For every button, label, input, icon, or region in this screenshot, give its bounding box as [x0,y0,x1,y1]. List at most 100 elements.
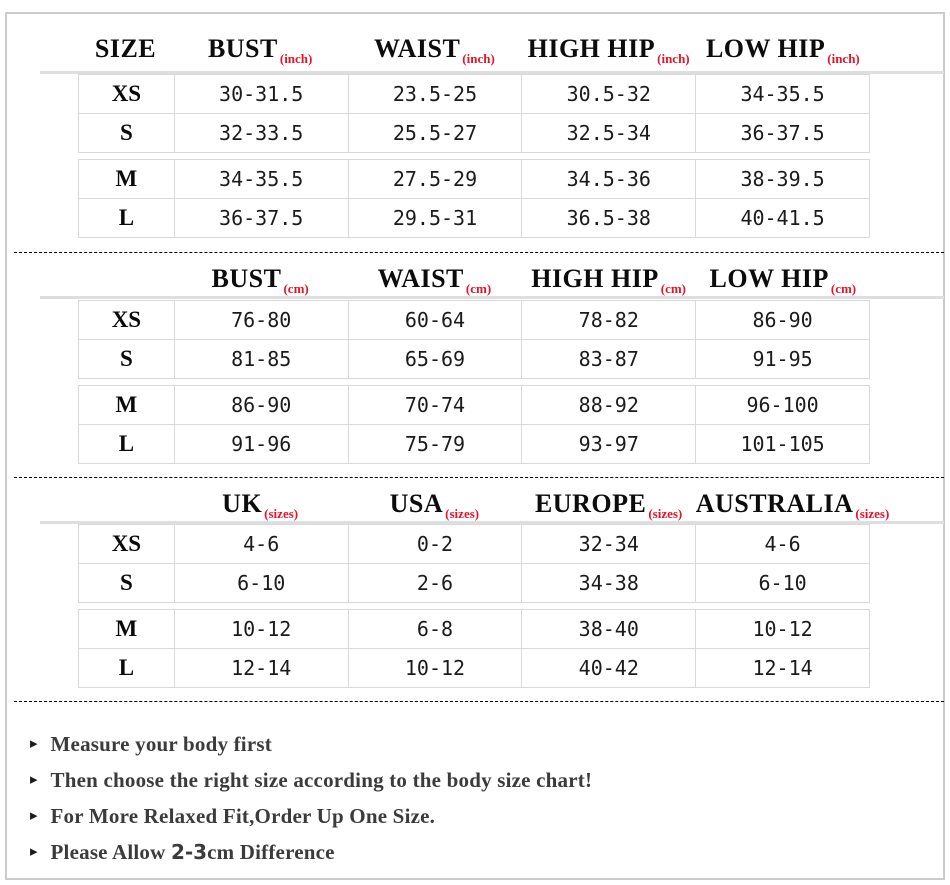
row-group-xs-s: XS 76-80 60-64 78-82 86-90 S 81-85 65-69… [78,300,870,379]
value-cell: 86-90 [173,386,348,424]
row-group-m-l: M 86-90 70-74 88-92 96-100 L 91-96 75-79… [78,385,870,464]
value-cell: 29.5-31 [347,199,522,237]
header-bust-cm: BUST (cm) [211,264,309,296]
note-allow-difference: ▸ Please Allow 2-3 cm Difference [30,839,335,865]
unit-label-cm: (cm) [465,281,492,296]
header-australia: AUSTRALIA (sizes) [695,489,890,521]
header-low-hip-inch: LOW HIP (inch) [705,34,860,66]
table-row-l: L 91-96 75-79 93-97 101-105 [79,424,869,463]
value-cell: 25.5-27 [347,114,522,152]
value-cell: 4-6 [695,525,869,563]
value-cell: 83-87 [521,340,695,378]
triangle-bullet-icon: ▸ [30,735,38,752]
size-cell: M [115,166,138,191]
value-cell: 4-6 [173,525,348,563]
value-cell: 34-35.5 [173,160,348,198]
value-cell: 6-8 [347,610,522,648]
size-cell: L [118,655,135,680]
table-row-xs: XS 76-80 60-64 78-82 86-90 [79,301,869,339]
table-row-xs: XS 30-31.5 23.5-25 30.5-32 34-35.5 [79,75,869,113]
header-underline [40,296,944,299]
value-cell: 10-12 [347,649,522,687]
size-cell: S [120,120,133,145]
section-divider-dashed [14,252,944,253]
unit-label-sizes: (sizes) [264,506,299,521]
header-uk: UK (sizes) [222,489,299,521]
table-row-s: S 81-85 65-69 83-87 91-95 [79,339,869,378]
unit-label-cm: (cm) [830,281,857,296]
value-cell: 34.5-36 [521,160,695,198]
header-europe: EUROPE (sizes) [534,489,683,521]
row-group-m-l: M 10-12 6-8 38-40 10-12 L 12-14 10-12 40… [78,609,870,688]
table-cm-body: XS 76-80 60-64 78-82 86-90 S 81-85 65-69… [78,300,870,464]
value-cell: 40-41.5 [695,199,869,237]
unit-label-inch: (inch) [657,51,690,66]
value-cell: 12-14 [173,649,348,687]
table-row-m: M 86-90 70-74 88-92 96-100 [79,386,869,424]
row-group-xs-s: XS 4-6 0-2 32-34 4-6 S 6-10 2-6 34-38 6-… [78,524,870,603]
value-cell: 30.5-32 [521,75,695,113]
unit-label-cm: (cm) [660,281,686,296]
header-high-hip-cm: HIGH HIP (cm) [531,264,686,296]
value-cell: 76-80 [173,301,348,339]
header-waist-cm: WAIST (cm) [377,264,492,296]
table-row-m: M 10-12 6-8 38-40 10-12 [79,610,869,648]
section-divider-dashed [14,477,944,478]
size-cell: M [115,616,138,641]
size-cell: S [120,346,133,371]
header-size-label: SIZE [94,34,157,63]
unit-label-inch: (inch) [827,51,860,66]
size-cell: XS [111,531,142,556]
table-row-xs: XS 4-6 0-2 32-34 4-6 [79,525,869,563]
value-cell: 36.5-38 [521,199,695,237]
table-row-s: S 32-33.5 25.5-27 32.5-34 36-37.5 [79,113,869,152]
value-cell: 10-12 [695,610,869,648]
value-cell: 78-82 [521,301,695,339]
table-intl-body: XS 4-6 0-2 32-34 4-6 S 6-10 2-6 34-38 6-… [78,524,870,688]
value-cell: 91-96 [173,425,348,463]
value-cell: 23.5-25 [347,75,522,113]
value-cell: 36-37.5 [173,199,348,237]
size-cell: L [118,205,135,230]
value-cell: 65-69 [347,340,522,378]
value-cell: 2-6 [347,564,522,602]
value-cell: 81-85 [173,340,348,378]
header-low-hip-cm: LOW HIP (cm) [709,264,857,296]
value-cell: 88-92 [521,386,695,424]
value-cell: 40-42 [521,649,695,687]
value-cell: 6-10 [695,564,869,602]
value-cell: 0-2 [347,525,522,563]
note-measure-first: ▸ Measure your body first [30,731,272,756]
value-cell: 34-35.5 [695,75,869,113]
row-group-m-l: M 34-35.5 27.5-29 34.5-36 38-39.5 L 36-3… [78,159,870,238]
table-inch-body: XS 30-31.5 23.5-25 30.5-32 34-35.5 S 32-… [78,74,870,238]
unit-label-sizes: (sizes) [855,506,890,521]
value-cell: 60-64 [347,301,522,339]
size-cell: S [120,570,133,595]
unit-label-sizes: (sizes) [445,506,480,521]
value-cell: 70-74 [347,386,522,424]
table-row-l: L 12-14 10-12 40-42 12-14 [79,648,869,687]
header-underline [40,71,944,74]
value-cell: 38-39.5 [695,160,869,198]
row-group-xs-s: XS 30-31.5 23.5-25 30.5-32 34-35.5 S 32-… [78,74,870,153]
value-cell: 96-100 [695,386,869,424]
header-usa: USA (sizes) [389,489,480,521]
value-cell: 93-97 [521,425,695,463]
value-cell: 32.5-34 [521,114,695,152]
table-inch-header-row: SIZE BUST (inch) WAIST (inch) HIGH HIP (… [78,28,870,66]
unit-label-inch: (inch) [279,51,313,66]
size-cell: XS [111,307,142,332]
section-divider-dashed [14,701,944,702]
triangle-bullet-icon: ▸ [30,807,38,824]
value-cell: 32-33.5 [173,114,348,152]
fitting-notes: ▸ Measure your body first ▸ Then choose … [30,726,930,870]
size-chart-panel-border [5,12,945,880]
header-size: SIZE [78,36,173,62]
value-cell: 38-40 [521,610,695,648]
table-cm-header-row: BUST (cm) WAIST (cm) HIGH HIP (cm) LOW H… [78,258,870,296]
header-bust-inch: BUST (inch) [207,34,313,66]
table-row-m: M 34-35.5 27.5-29 34.5-36 38-39.5 [79,160,869,198]
value-cell: 30-31.5 [173,75,348,113]
value-cell: 86-90 [695,301,869,339]
